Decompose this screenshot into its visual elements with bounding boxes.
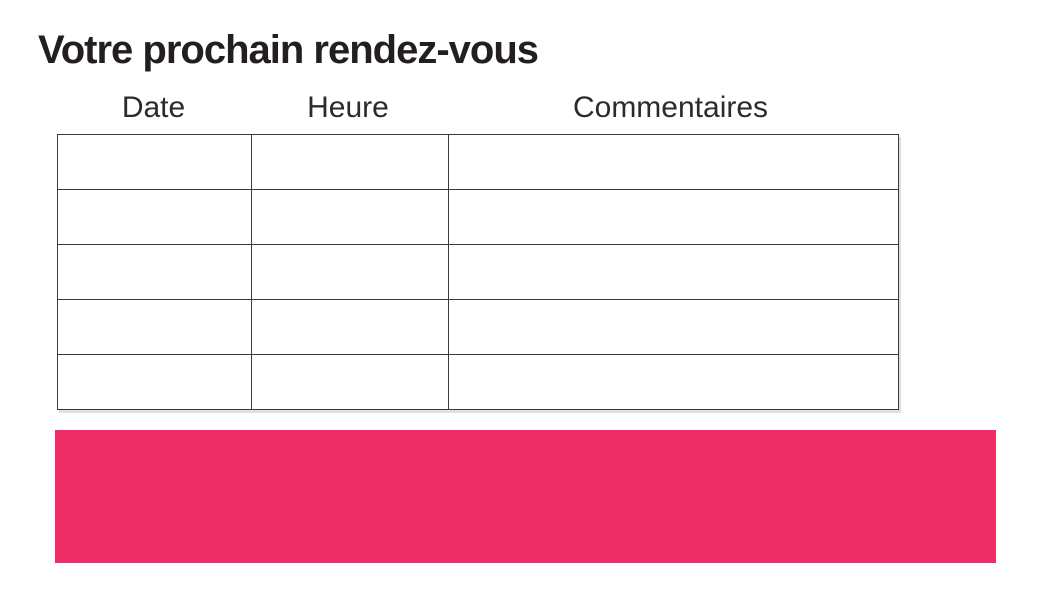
table-cell [448, 134, 899, 190]
column-header-heure: Heure [307, 91, 389, 124]
table-row [57, 189, 899, 245]
table-cell [448, 354, 899, 410]
column-header-commentaires: Commentaires [572, 91, 769, 124]
table-row [57, 354, 899, 410]
table-cell [57, 189, 252, 245]
table-cell [251, 299, 449, 355]
table-cell [448, 244, 899, 300]
table-row [57, 244, 899, 300]
table-cell [251, 244, 449, 300]
appointments-table-body [57, 134, 899, 410]
table-cell [251, 189, 449, 245]
table-cell [57, 299, 252, 355]
table-row [57, 299, 899, 355]
table-cell [448, 189, 899, 245]
table-row [57, 134, 899, 190]
table-cell [251, 134, 449, 190]
table-cell [57, 354, 252, 410]
column-header-date: Date [121, 91, 186, 124]
page-title: Votre prochain rendez-vous [38, 28, 539, 72]
table-cell [57, 244, 252, 300]
accent-banner [55, 430, 996, 563]
table-cell [57, 134, 252, 190]
table-cell [251, 354, 449, 410]
appointments-table [57, 134, 899, 410]
table-cell [448, 299, 899, 355]
